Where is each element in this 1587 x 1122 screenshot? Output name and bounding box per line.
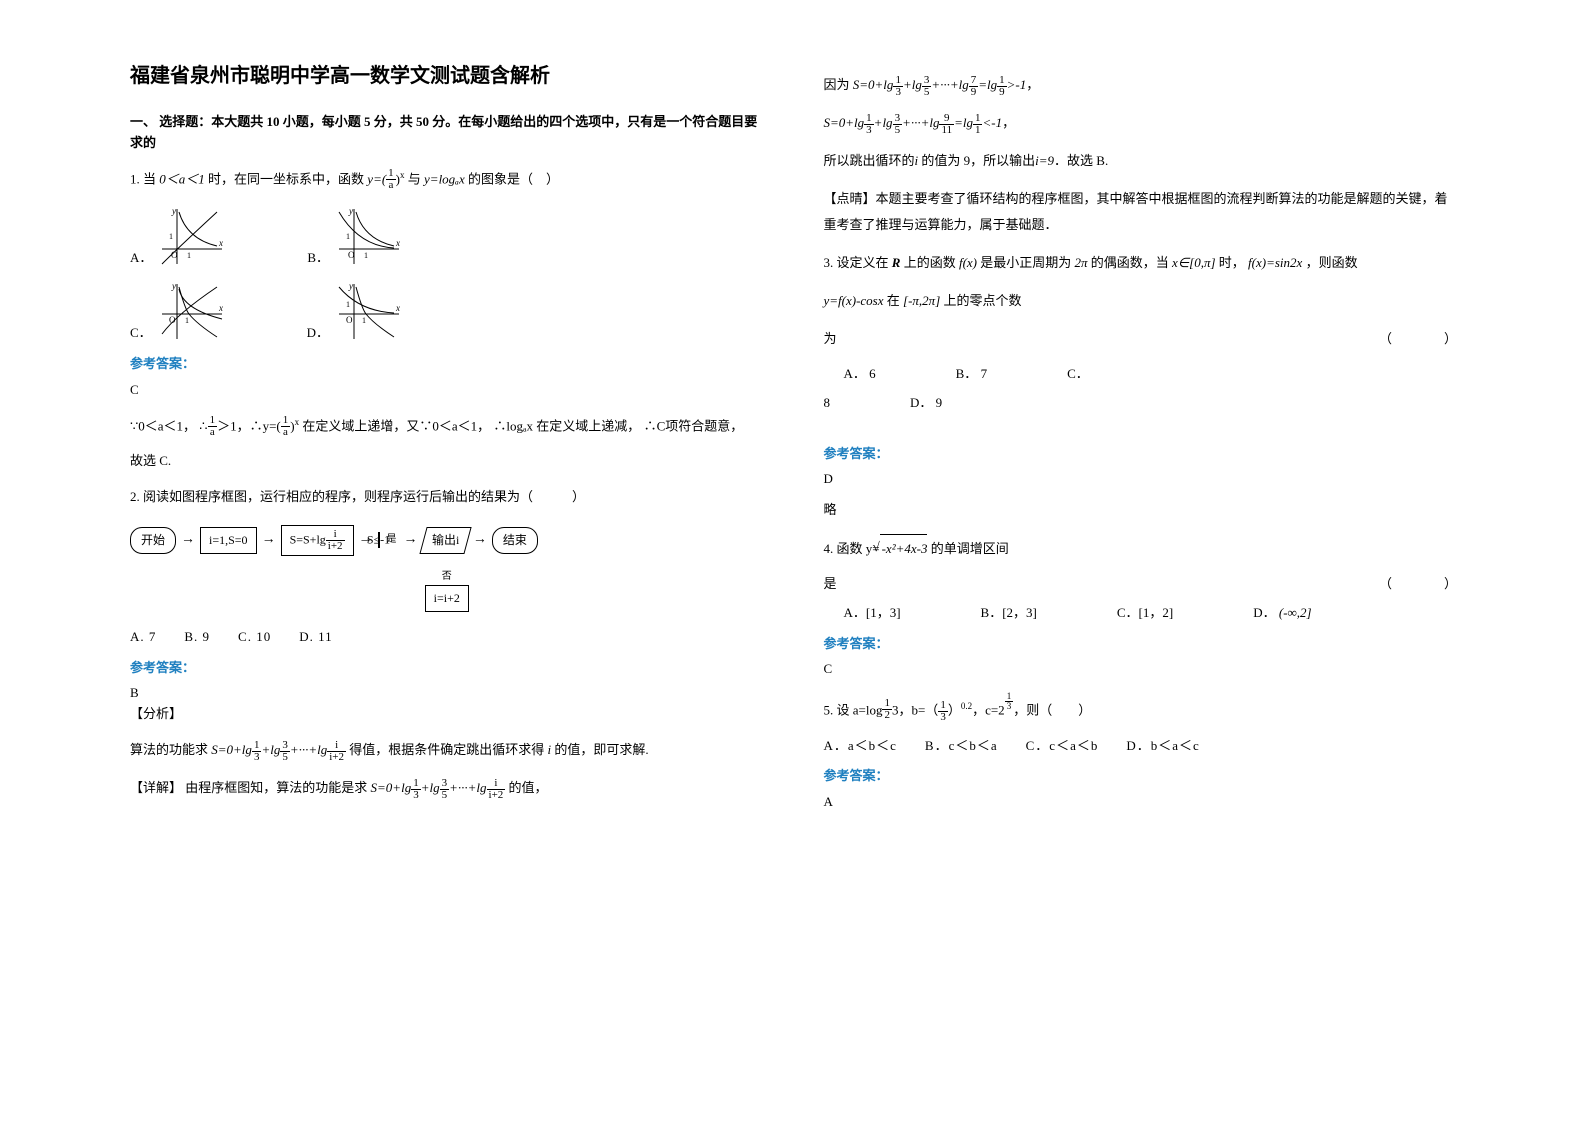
svg-text:O: O bbox=[346, 315, 353, 325]
svg-text:y: y bbox=[171, 206, 176, 216]
p1-graph-d: D． x y O 1 1 bbox=[307, 279, 404, 344]
p1-graphs-row1: A． x y O 1 1 B． x y O 1 1 bbox=[130, 204, 764, 269]
p5-answer: A bbox=[824, 792, 1458, 813]
p4-opt-d: D． (-∞,2] bbox=[1253, 603, 1311, 624]
p2-answer: B bbox=[130, 683, 764, 704]
p2-options: A. 7 B. 9 C. 10 D. 11 bbox=[130, 627, 764, 648]
p1-suffix: 的图象是（ ） bbox=[468, 171, 559, 186]
p4-opt-c: C．[1，2] bbox=[1117, 603, 1173, 624]
problem-1: 1. 当 0＜a＜1 时，在同一坐标系中，函数 y=(1a)x 与 y=logₐ… bbox=[130, 166, 764, 192]
p3-opt-a: A． 6 bbox=[844, 364, 876, 385]
section1-heading: 一、 选择题：本大题共 10 小题，每小题 5 分，共 50 分。在每小题给出的… bbox=[130, 112, 764, 154]
arrow-icon: → bbox=[181, 529, 195, 551]
p3-opt-c: C． bbox=[1067, 364, 1089, 385]
p1-and: 与 bbox=[408, 171, 424, 186]
p4-answer-label: 参考答案： bbox=[824, 634, 1458, 655]
right-column: 因为 S=0+lg13+lg35+···+lg79=lg19>-1， S=0+l… bbox=[794, 60, 1488, 1062]
p3-line2: y=f(x)-cosx 在 [-π,2π] 上的零点个数 bbox=[824, 288, 1458, 314]
svg-text:1: 1 bbox=[187, 251, 191, 260]
flow-condition: S≤-1 bbox=[378, 531, 380, 550]
p5-answer-label: 参考答案： bbox=[824, 766, 1458, 787]
p2-detail: 算法的功能求 S=0+lg13+lg35+···+lgii+2 得值，根据条件确… bbox=[130, 737, 764, 763]
svg-text:y: y bbox=[348, 281, 353, 291]
p4-options: A．[1，3] B．[2，3] C．[1，2] D． (-∞,2] bbox=[844, 603, 1458, 624]
c2-line1: 因为 S=0+lg13+lg35+···+lg79=lg19>-1， bbox=[824, 72, 1458, 98]
p4-answer: C bbox=[824, 659, 1458, 680]
svg-text:x: x bbox=[218, 303, 223, 313]
svg-text:y: y bbox=[171, 281, 176, 291]
svg-text:1: 1 bbox=[185, 316, 189, 325]
arrow-icon: → bbox=[262, 529, 276, 551]
p1-condition: 0＜a＜1 bbox=[159, 171, 205, 186]
p1-mid: 时，在同一坐标系中，函数 bbox=[208, 171, 364, 186]
problem-2: 2. 阅读如图程序框图，运行相应的程序，则程序运行后输出的结果为（ ） bbox=[130, 484, 764, 510]
p2-detail2: 【详解】 由程序框图知，算法的功能是求 S=0+lg13+lg35+···+lg… bbox=[130, 775, 764, 801]
p3-opt-b: B． 7 bbox=[956, 364, 987, 385]
p1-explanation: ∵0＜a＜1， ∴1a＞1，∴y=(1a)x 在定义域上递增，又∵0＜a＜1， … bbox=[130, 413, 764, 439]
graph-b-svg: x y O 1 1 bbox=[334, 204, 404, 269]
p4-opt-a: A．[1，3] bbox=[844, 603, 901, 624]
p3-options-row1: A． 6 B． 7 C． bbox=[844, 364, 1458, 385]
p3-options-row2: 8 D． 9 bbox=[824, 393, 1458, 414]
svg-text:1: 1 bbox=[169, 232, 173, 241]
p1-label-c: C． bbox=[130, 323, 152, 344]
svg-text:1: 1 bbox=[362, 316, 366, 325]
p2-flowchart: 开始 → i=1,S=0 → S=S+lgii+2 → S≤-1 是 → 输出i… bbox=[130, 525, 764, 612]
p1-sup: x bbox=[400, 170, 405, 180]
flow-output: 输出i bbox=[419, 527, 472, 554]
p1-frac1: 1a bbox=[386, 168, 396, 191]
p5-options: A．a＜b＜c B．c＜b＜a C．c＜a＜b D．b＜a＜c bbox=[824, 736, 1458, 757]
p2-answer-label: 参考答案： bbox=[130, 658, 764, 679]
p4-is: 是 （ ） bbox=[824, 574, 1458, 595]
page-title: 福建省泉州市聪明中学高一数学文测试题含解析 bbox=[130, 60, 764, 92]
p1-answer-label: 参考答案： bbox=[130, 354, 764, 375]
p3-answer: D bbox=[824, 469, 1458, 490]
p1-graph-c: C． x y O 1 bbox=[130, 279, 227, 344]
p1-graphs-row2: C． x y O 1 D． x y O 1 1 bbox=[130, 279, 764, 344]
p1-func1: y=( bbox=[367, 171, 386, 186]
svg-text:1: 1 bbox=[346, 300, 350, 309]
svg-text:1: 1 bbox=[346, 232, 350, 241]
p1-prefix: 1. 当 bbox=[130, 171, 156, 186]
arrow-icon: → bbox=[404, 529, 418, 551]
p4-opt-b: B．[2，3] bbox=[981, 603, 1037, 624]
p1-label-d: D． bbox=[307, 323, 329, 344]
c2-line3: 所以跳出循环的i 的值为 9，所以输出i=9．故选 B. bbox=[824, 148, 1458, 174]
p1-graph-b: B． x y O 1 1 bbox=[307, 204, 404, 269]
p3-answer-label: 参考答案： bbox=[824, 444, 1458, 465]
left-column: 福建省泉州市聪明中学高一数学文测试题含解析 一、 选择题：本大题共 10 小题，… bbox=[100, 60, 794, 1062]
p1-func2: y=logₐx bbox=[424, 171, 465, 186]
flow-end: 结束 bbox=[492, 527, 538, 554]
graph-c-svg: x y O 1 bbox=[157, 279, 227, 344]
c2-point: 【点晴】本题主要考查了循环结构的程序框图，其中解答中根据框图的流程判断算法的功能… bbox=[824, 186, 1458, 238]
problem-4: 4. 函数 y=√-x²+4x-3 的单调增区间 bbox=[824, 536, 1458, 562]
svg-text:1: 1 bbox=[364, 251, 368, 260]
p3-question: 为 （ ） bbox=[824, 326, 1458, 352]
flow-no: 否 bbox=[442, 569, 452, 585]
p1-answer: C bbox=[130, 380, 764, 401]
problem-5: 5. 设 a=log123，b=（13）0.2，c=213，则（ ） bbox=[824, 692, 1458, 723]
p1-label-a: A． bbox=[130, 248, 152, 269]
svg-text:y: y bbox=[348, 206, 353, 216]
flow-start: 开始 bbox=[130, 527, 176, 554]
svg-text:O: O bbox=[348, 250, 355, 260]
p3-omit: 略 bbox=[824, 500, 1458, 521]
svg-text:x: x bbox=[395, 238, 400, 248]
flow-compute: S=S+lgii+2 bbox=[281, 525, 354, 556]
problem-3: 3. 设定义在 R 上的函数 f(x) 是最小正周期为 2π 的偶函数，当 x∈… bbox=[824, 250, 1458, 276]
p1-label-b: B． bbox=[307, 248, 329, 269]
arrow-icon: → bbox=[473, 529, 487, 551]
p1-graph-a: A． x y O 1 1 bbox=[130, 204, 227, 269]
graph-d-svg: x y O 1 1 bbox=[334, 279, 404, 344]
p3-val-c: 8 bbox=[824, 393, 831, 414]
p3-opt-d: D． 9 bbox=[910, 393, 942, 414]
flow-init: i=1,S=0 bbox=[200, 527, 257, 554]
svg-text:x: x bbox=[395, 303, 400, 313]
p1-final: 故选 C. bbox=[130, 451, 764, 472]
c2-line2: S=0+lg13+lg35+···+lg911=lg11<-1， bbox=[824, 110, 1458, 136]
graph-a-svg: x y O 1 1 bbox=[157, 204, 227, 269]
flow-inc: i=i+2 bbox=[425, 585, 469, 612]
svg-text:x: x bbox=[218, 238, 223, 248]
p2-analysis-label: 【分析】 bbox=[130, 704, 764, 725]
